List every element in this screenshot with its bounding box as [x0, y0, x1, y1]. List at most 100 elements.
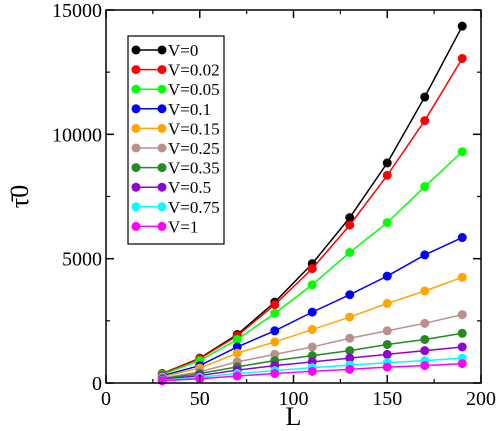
data-point: [382, 218, 392, 228]
data-point: [307, 366, 317, 376]
data-point: [345, 290, 355, 300]
data-point: [420, 346, 430, 356]
data-point: [345, 333, 355, 343]
data-point: [382, 298, 392, 308]
data-point: [420, 116, 430, 126]
series-layer: [157, 21, 467, 386]
legend: V=0V=0.02V=0.05V=0.1V=0.15V=0.25V=0.35V=…: [127, 35, 225, 245]
legend-label: V=1: [168, 217, 198, 236]
data-point: [457, 272, 467, 282]
legend-swatch-marker: [131, 65, 141, 75]
x-tick-label: 200: [466, 388, 496, 410]
data-point: [420, 361, 430, 371]
legend-swatch-marker: [157, 45, 167, 55]
legend-swatch-marker: [131, 202, 141, 212]
x-axis-title: L: [286, 402, 302, 431]
data-point: [382, 349, 392, 359]
legend-swatch-marker: [131, 221, 141, 231]
data-point: [307, 342, 317, 352]
data-point: [382, 170, 392, 180]
data-point: [345, 213, 355, 223]
x-tick-label: 50: [190, 388, 210, 410]
data-point: [345, 247, 355, 257]
legend-swatch-marker: [131, 182, 141, 192]
y-tick-label: 10000: [52, 124, 102, 146]
legend-label: V=0.35: [168, 159, 220, 178]
data-point: [345, 312, 355, 322]
legend-swatch-marker: [131, 84, 141, 94]
legend-swatch-marker: [157, 123, 167, 133]
legend-label: V=0: [168, 41, 198, 60]
data-point: [345, 346, 355, 356]
data-point: [457, 147, 467, 157]
axis-ticks: 0 50 100 150 200 0 5000 10000 15000: [52, 0, 496, 410]
legend-swatch-marker: [157, 202, 167, 212]
data-point: [420, 318, 430, 328]
data-point: [457, 328, 467, 338]
legend-label: V=0.5: [168, 178, 211, 197]
data-point: [270, 308, 280, 318]
y-tick-label: 5000: [62, 249, 102, 271]
legend-swatch-marker: [157, 143, 167, 153]
data-point: [420, 182, 430, 192]
x-tick-label: 100: [279, 388, 309, 410]
legend-swatch-marker: [157, 65, 167, 75]
legend-swatch-marker: [157, 84, 167, 94]
legend-label: V=0.15: [168, 119, 220, 138]
y-axis-title: τ̄0: [5, 185, 34, 208]
legend-swatch-marker: [131, 143, 141, 153]
legend-label: V=0.75: [168, 198, 220, 217]
data-point: [420, 92, 430, 102]
data-point: [270, 369, 280, 379]
data-point: [307, 351, 317, 361]
x-tick-label: 150: [372, 388, 402, 410]
data-point: [457, 53, 467, 63]
data-point: [232, 334, 242, 344]
data-point: [382, 271, 392, 281]
data-point: [232, 348, 242, 358]
data-point: [457, 233, 467, 243]
data-point: [232, 342, 242, 352]
legend-swatch-marker: [131, 104, 141, 114]
legend-label: V=0.25: [168, 139, 220, 158]
data-point: [232, 371, 242, 381]
legend-swatch-marker: [157, 221, 167, 231]
data-point: [382, 339, 392, 349]
legend-swatch-marker: [131, 45, 141, 55]
legend-swatch-marker: [157, 182, 167, 192]
data-point: [270, 300, 280, 310]
x-tick-label: 0: [101, 388, 111, 410]
legend-swatch-marker: [131, 163, 141, 173]
legend-box: [127, 35, 225, 245]
legend-label: V=0.02: [168, 61, 220, 80]
data-point: [307, 264, 317, 274]
data-point: [457, 310, 467, 320]
data-point: [382, 326, 392, 336]
data-point: [382, 362, 392, 372]
data-point: [382, 158, 392, 168]
data-point: [307, 325, 317, 335]
legend-swatch-marker: [131, 123, 141, 133]
data-point: [157, 376, 167, 386]
data-point: [420, 250, 430, 260]
legend-swatch-marker: [157, 163, 167, 173]
y-tick-label: 0: [92, 373, 102, 395]
data-point: [345, 220, 355, 230]
data-point: [307, 280, 317, 290]
data-point: [270, 349, 280, 359]
legend-label: V=0.05: [168, 80, 220, 99]
legend-swatch-marker: [157, 104, 167, 114]
data-point: [270, 326, 280, 336]
data-point: [457, 359, 467, 369]
data-point: [420, 334, 430, 344]
legend-label: V=0.1: [168, 100, 211, 119]
data-point: [457, 342, 467, 352]
data-point: [307, 307, 317, 317]
data-point: [270, 337, 280, 347]
data-point: [345, 353, 355, 363]
y-tick-label: 15000: [52, 0, 102, 22]
data-point: [420, 286, 430, 296]
data-point: [345, 364, 355, 374]
data-point: [457, 21, 467, 31]
